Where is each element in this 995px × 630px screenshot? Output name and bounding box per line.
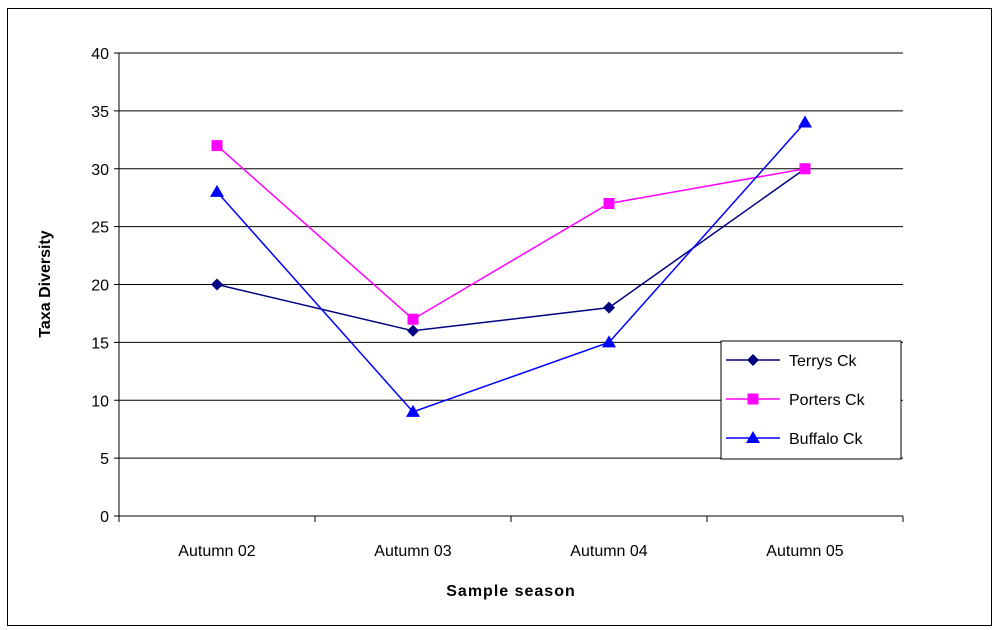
x-tick-label: Autumn 03: [374, 543, 451, 560]
series-line-porters-ck: [216, 145, 806, 321]
axes: [114, 52, 904, 522]
series: [210, 115, 812, 417]
x-tick-label: Autumn 05: [766, 543, 843, 560]
series-line-buffalo-ck: [216, 121, 806, 413]
legend-marker-buffalo-ck: [746, 431, 760, 443]
y-tick-label: 40: [91, 46, 109, 63]
y-tick-label: 20: [91, 278, 109, 295]
data-point-porters-ck: [799, 163, 811, 175]
y-tick-label: 35: [91, 104, 109, 121]
legend: Terrys Ck Porters Ck Buffalo Ck: [720, 340, 902, 460]
data-point-buffalo-ck: [210, 184, 224, 197]
legend-label-buffalo-ck: Buffalo Ck: [789, 431, 864, 448]
x-axis-title: Sample season: [446, 583, 576, 600]
y-tick-label: 5: [100, 451, 109, 468]
data-point-porters-ck: [407, 313, 419, 325]
y-tick-label: 15: [91, 335, 109, 352]
series-terrys-ck: [211, 162, 811, 337]
data-point-buffalo-ck: [602, 335, 616, 348]
y-tick-label: 10: [91, 393, 109, 410]
x-tick-label: Autumn 04: [570, 543, 647, 560]
legend-marker-porters-ck: [747, 393, 759, 405]
x-tick-labels: Autumn 02 Autumn 03 Autumn 04 Autumn 05: [178, 543, 843, 560]
data-point-porters-ck: [603, 197, 615, 209]
series-porters-ck: [211, 140, 811, 325]
data-point-terrys-ck: [211, 278, 223, 291]
legend-marker-terrys-ck: [747, 354, 759, 366]
legend-label-porters-ck: Porters Ck: [789, 392, 866, 409]
legend-label-terrys-ck: Terrys Ck: [789, 353, 858, 370]
series-line-terrys-ck: [216, 168, 806, 332]
x-tick-label: Autumn 02: [178, 543, 255, 560]
y-tick-label: 30: [91, 162, 109, 179]
data-point-porters-ck: [211, 140, 223, 152]
y-tick-label: 25: [91, 220, 109, 237]
y-tick-labels: 0 5 10 15 20 25 30 35 40: [91, 46, 109, 526]
data-point-buffalo-ck: [406, 404, 420, 417]
series-buffalo-ck: [210, 115, 812, 417]
y-tick-label: 0: [100, 509, 109, 526]
data-point-buffalo-ck: [798, 115, 812, 128]
y-axis-title: Taxa Diversity: [37, 230, 54, 337]
data-point-terrys-ck: [603, 301, 615, 314]
data-point-terrys-ck: [407, 324, 419, 337]
